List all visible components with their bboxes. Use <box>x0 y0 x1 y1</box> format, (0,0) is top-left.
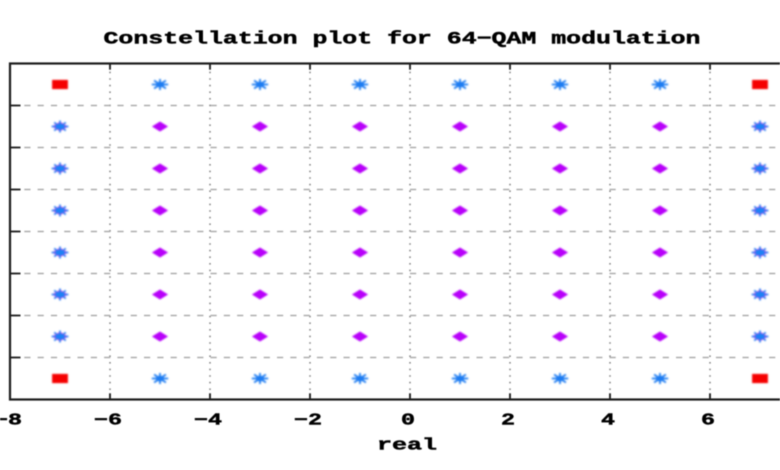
svg-text:−4: −4 <box>194 410 222 429</box>
svg-text:6: 6 <box>701 410 715 429</box>
svg-text:4: 4 <box>601 410 615 429</box>
svg-text:2: 2 <box>501 410 515 429</box>
svg-text:Constellation plot for 64−QAM: Constellation plot for 64−QAM modulation <box>104 29 701 49</box>
svg-text:0: 0 <box>401 410 415 429</box>
svg-text:−2: −2 <box>294 410 322 429</box>
svg-text:−6: −6 <box>94 410 122 429</box>
svg-text:real: real <box>377 436 437 455</box>
svg-text:−8: −8 <box>0 410 22 429</box>
